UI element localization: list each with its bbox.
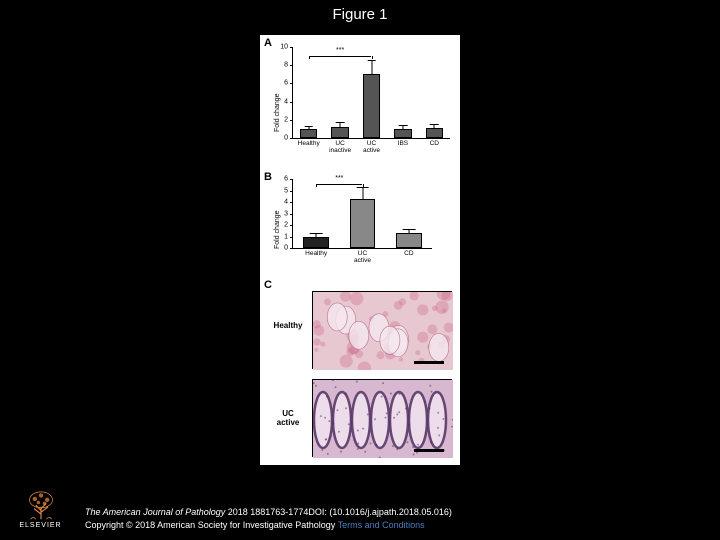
panel-b-chart: 0123456HealthyUCactiveCD*** xyxy=(292,179,432,249)
ytick-label: 5 xyxy=(284,187,288,194)
bar xyxy=(350,199,375,248)
panel-a-chart: 0246810HealthyUCinactiveUCactiveIBSCD*** xyxy=(292,47,450,139)
x-category: Healthy xyxy=(298,140,320,147)
histology-label: Healthy xyxy=(268,322,308,331)
ytick-label: 10 xyxy=(280,44,288,51)
journal-name: The American Journal of Pathology xyxy=(85,507,225,517)
elsevier-text: ELSEVIER xyxy=(19,522,61,529)
ytick-label: 8 xyxy=(284,62,288,69)
citation-details: 2018 1881763-1774DOI: (10.1016/j.ajpath.… xyxy=(225,507,452,517)
ytick-label: 4 xyxy=(284,98,288,105)
significance-marker: *** xyxy=(336,47,344,54)
ytick-label: 3 xyxy=(284,210,288,217)
x-category: UCactive xyxy=(354,250,371,264)
ytick-label: 4 xyxy=(284,199,288,206)
copyright-text: Copyright © 2018 American Society for In… xyxy=(85,520,338,530)
ytick-label: 2 xyxy=(284,116,288,123)
histology-image xyxy=(312,291,452,369)
ytick-label: 0 xyxy=(284,135,288,142)
figure-composite: A Fold change 0246810HealthyUCinactiveUC… xyxy=(260,35,460,465)
histology-image xyxy=(312,379,452,457)
panel-b: B Fold change 0123456HealthyUCactiveCD**… xyxy=(264,171,456,276)
tree-icon xyxy=(23,491,59,521)
x-category: CD xyxy=(404,250,413,257)
panel-c: C Healthy UCactive xyxy=(264,279,456,461)
bar xyxy=(396,233,421,248)
ytick-label: 6 xyxy=(284,80,288,87)
copyright-line: Copyright © 2018 American Society for In… xyxy=(85,520,425,530)
bar xyxy=(394,129,411,138)
ytick-label: 0 xyxy=(284,245,288,252)
panel-a-ylabel: Fold change xyxy=(274,93,281,132)
panel-b-ylabel: Fold change xyxy=(274,210,281,249)
panel-c-label: C xyxy=(264,279,272,291)
elsevier-logo: ELSEVIER xyxy=(8,487,73,532)
x-category: UCinactive xyxy=(329,140,351,154)
bar xyxy=(300,129,317,138)
bar xyxy=(363,74,380,138)
figure-title: Figure 1 xyxy=(0,6,720,23)
bar xyxy=(426,128,443,138)
ytick-label: 2 xyxy=(284,222,288,229)
panel-b-label: B xyxy=(264,171,272,183)
x-category: Healthy xyxy=(305,250,327,257)
bar xyxy=(331,127,348,138)
ytick-label: 1 xyxy=(284,233,288,240)
panel-a-label: A xyxy=(264,37,272,49)
terms-link[interactable]: Terms and Conditions xyxy=(338,520,425,530)
bar xyxy=(303,237,328,249)
x-category: UCactive xyxy=(363,140,380,154)
histology-label: UCactive xyxy=(268,410,308,428)
ytick-label: 6 xyxy=(284,176,288,183)
x-category: CD xyxy=(430,140,439,147)
citation-line: The American Journal of Pathology 2018 1… xyxy=(85,507,452,517)
x-category: IBS xyxy=(398,140,408,147)
significance-marker: *** xyxy=(335,175,343,182)
panel-a: A Fold change 0246810HealthyUCinactiveUC… xyxy=(264,37,456,167)
